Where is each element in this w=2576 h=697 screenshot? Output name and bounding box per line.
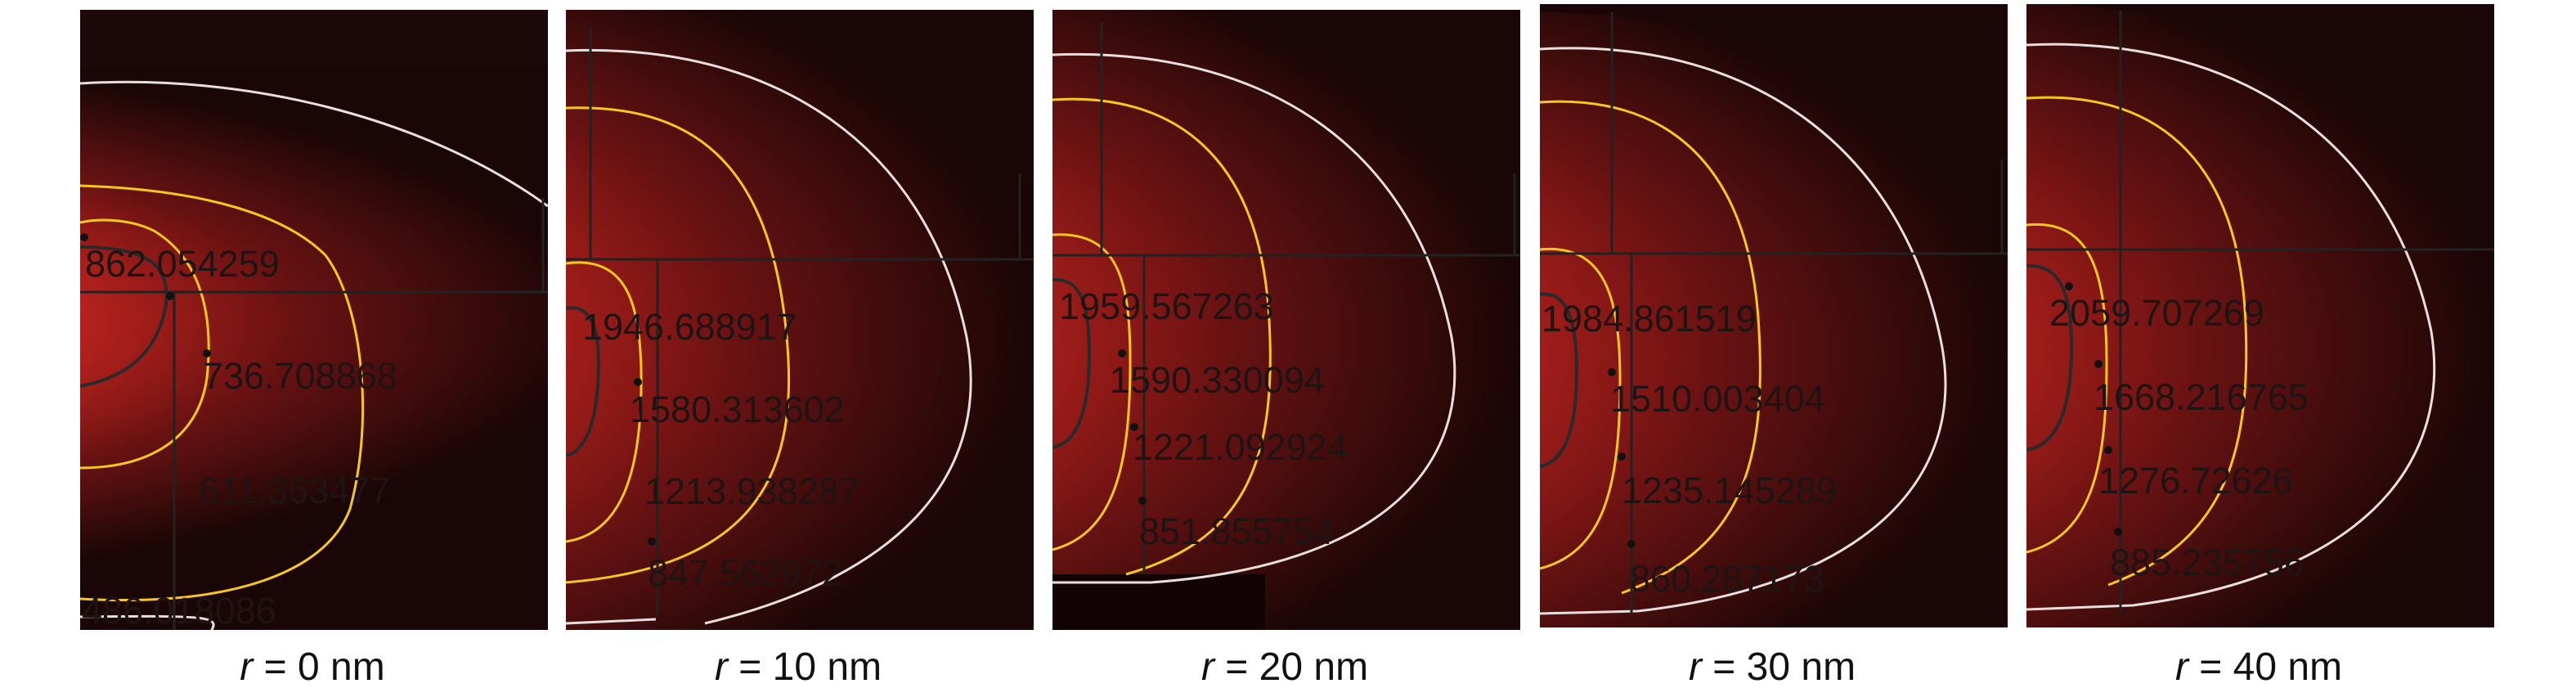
heat-map-r30 bbox=[1540, 4, 2008, 627]
contour-label: 1235.145289 bbox=[1622, 470, 1837, 511]
panel-caption-r0: r = 0 nm bbox=[80, 645, 545, 690]
contour-label: 1668.216765 bbox=[2094, 376, 2309, 418]
contour-label: 1984.861519 bbox=[1542, 298, 1757, 340]
caption-equals: = bbox=[1214, 645, 1259, 689]
caption-variable: r bbox=[240, 645, 254, 689]
panel-caption-r30: r = 30 nm bbox=[1540, 645, 2004, 690]
contour-label: 611.363477 bbox=[199, 470, 391, 511]
caption-unit: nm bbox=[1790, 645, 1856, 689]
caption-value: 40 bbox=[2233, 645, 2278, 689]
caption-value: 0 bbox=[297, 645, 320, 689]
contour-label: 1946.688917 bbox=[582, 306, 797, 348]
heat-map-r10 bbox=[566, 10, 1034, 630]
field-panel-r30: 1984.861519 1510.003404 1235.145289 860.… bbox=[1540, 4, 2008, 627]
contour-label: 862.054259 bbox=[85, 243, 280, 285]
caption-variable: r bbox=[1688, 645, 1702, 689]
contour-label: 1590.330094 bbox=[1110, 359, 1325, 401]
panel-caption-r20: r = 20 nm bbox=[1052, 645, 1517, 690]
caption-unit: nm bbox=[816, 645, 882, 689]
caption-variable: r bbox=[1200, 645, 1214, 689]
caption-value: 20 bbox=[1259, 645, 1304, 689]
heat-map-r40 bbox=[2026, 4, 2494, 627]
field-panel-r10: 1946.688917 1580.313602 1213.938287 847.… bbox=[566, 10, 1034, 630]
caption-unit: nm bbox=[2277, 645, 2343, 689]
caption-value: 10 bbox=[772, 645, 817, 689]
panel-caption-r10: r = 10 nm bbox=[566, 645, 1030, 690]
contour-label: 2059.707269 bbox=[2049, 292, 2264, 334]
contour-label: 885.235756 bbox=[2110, 542, 2304, 583]
caption-equals: = bbox=[1701, 645, 1747, 689]
contour-label: 1959.567263 bbox=[1059, 286, 1274, 327]
heat-map-r20 bbox=[1052, 10, 1520, 630]
contour-label: 1276.72626 bbox=[2098, 460, 2293, 501]
field-panel-r20: 1959.567263 1590.330094 1221.092924 851.… bbox=[1052, 10, 1520, 630]
caption-equals: = bbox=[253, 645, 298, 689]
field-panel-r40: 2059.707269 1668.216765 1276.72626 885.2… bbox=[2026, 4, 2494, 627]
panel-caption-r40: r = 40 nm bbox=[2026, 645, 2491, 690]
caption-variable: r bbox=[2174, 645, 2188, 689]
contour-label: 1213.938287 bbox=[644, 470, 859, 512]
field-panel-r0: 862.054259 736.708868 611.363477 486.018… bbox=[80, 10, 548, 630]
caption-unit: nm bbox=[319, 645, 385, 689]
contour-label: 847.562972 bbox=[648, 552, 842, 594]
contour-label: 486.018086 bbox=[82, 590, 276, 630]
contour-label: 1221.092924 bbox=[1133, 426, 1348, 468]
contour-label: 736.708868 bbox=[203, 355, 397, 397]
caption-value: 30 bbox=[1746, 645, 1791, 689]
contour-label: 1580.313602 bbox=[630, 389, 845, 430]
contour-label: 860.287173 bbox=[1630, 558, 1824, 600]
contour-label: 851.855754 bbox=[1139, 510, 1334, 552]
contour-label: 1510.003404 bbox=[1610, 378, 1825, 420]
caption-unit: nm bbox=[1303, 645, 1369, 689]
heat-map-r0 bbox=[80, 10, 548, 630]
caption-equals: = bbox=[727, 645, 773, 689]
caption-equals: = bbox=[2188, 645, 2233, 689]
caption-variable: r bbox=[714, 645, 728, 689]
